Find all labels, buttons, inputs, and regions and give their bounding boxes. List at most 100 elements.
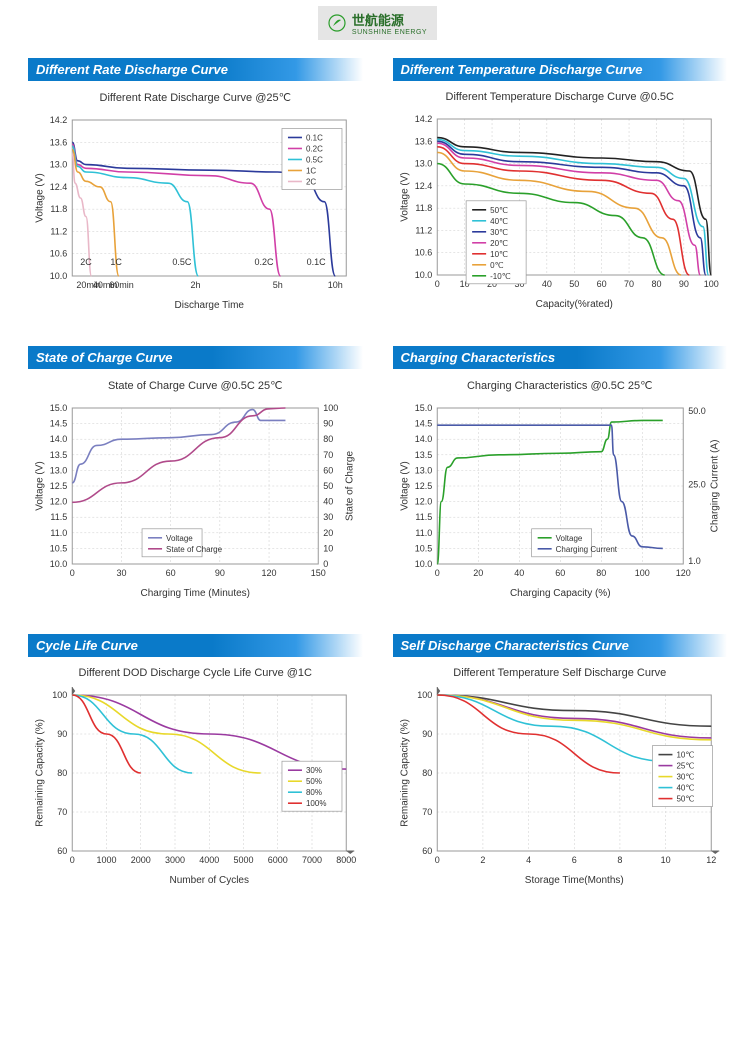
svg-text:12: 12	[706, 855, 716, 865]
svg-text:50%: 50%	[306, 777, 322, 786]
svg-text:0.1C: 0.1C	[307, 257, 327, 267]
panel-charging: Charging Characteristics Charging Charac…	[393, 346, 728, 610]
subtitle-4: Charging Characteristics @0.5C 25℃	[393, 379, 728, 392]
svg-text:1C: 1C	[306, 166, 316, 175]
svg-text:12.5: 12.5	[414, 481, 432, 491]
svg-text:11.0: 11.0	[50, 528, 67, 538]
svg-text:0: 0	[434, 279, 439, 289]
svg-text:100: 100	[634, 568, 649, 578]
svg-text:25℃: 25℃	[676, 762, 694, 771]
svg-text:10.6: 10.6	[414, 248, 432, 258]
svg-text:15.0: 15.0	[414, 403, 432, 413]
svg-text:-10℃: -10℃	[490, 272, 511, 281]
svg-text:50: 50	[569, 279, 579, 289]
svg-text:Voltage: Voltage	[555, 534, 582, 543]
svg-text:40: 40	[323, 497, 333, 507]
svg-text:70: 70	[57, 807, 67, 817]
svg-text:Charging Time (Minutes): Charging Time (Minutes)	[141, 588, 250, 599]
svg-text:40℃: 40℃	[676, 784, 694, 793]
svg-text:80: 80	[651, 279, 661, 289]
svg-text:13.5: 13.5	[414, 450, 432, 460]
svg-text:Voltage: Voltage	[166, 534, 193, 543]
svg-text:60: 60	[422, 846, 432, 856]
svg-text:50℃: 50℃	[676, 795, 694, 804]
svg-text:14.2: 14.2	[414, 114, 432, 124]
svg-text:80: 80	[422, 768, 432, 778]
svg-text:10: 10	[323, 543, 333, 553]
svg-text:150: 150	[311, 568, 326, 578]
svg-text:30: 30	[116, 568, 126, 578]
svg-text:60: 60	[596, 279, 606, 289]
svg-text:30℃: 30℃	[490, 228, 508, 237]
svg-text:80: 80	[323, 434, 333, 444]
svg-text:0: 0	[70, 855, 75, 865]
svg-text:1C: 1C	[110, 257, 122, 267]
svg-text:2h: 2h	[191, 280, 201, 290]
header-2: Different Temperature Discharge Curve	[393, 58, 728, 81]
svg-text:120: 120	[675, 568, 690, 578]
svg-text:11.0: 11.0	[415, 528, 432, 538]
svg-text:50.0: 50.0	[688, 406, 706, 416]
svg-text:10.5: 10.5	[50, 543, 68, 553]
chart-self-discharge: 6070809010002468101210℃25℃30℃40℃50℃Stora…	[393, 687, 728, 897]
svg-text:13.0: 13.0	[50, 465, 68, 475]
svg-text:0: 0	[434, 855, 439, 865]
svg-text:4000: 4000	[199, 855, 219, 865]
chart-soc: 10.010.511.011.512.012.513.013.514.014.5…	[28, 400, 363, 610]
svg-text:Voltage (V): Voltage (V)	[34, 173, 45, 222]
svg-text:10h: 10h	[328, 280, 343, 290]
svg-text:10.6: 10.6	[50, 249, 68, 259]
panel-self-discharge: Self Discharge Characteristics Curve Dif…	[393, 634, 728, 897]
svg-text:13.6: 13.6	[414, 136, 432, 146]
svg-text:10℃: 10℃	[676, 751, 694, 760]
svg-text:6000: 6000	[268, 855, 288, 865]
svg-text:90: 90	[57, 729, 67, 739]
svg-text:12.0: 12.0	[414, 497, 432, 507]
svg-text:30℃: 30℃	[676, 773, 694, 782]
svg-text:11.2: 11.2	[50, 226, 67, 236]
subtitle-3: State of Charge Curve @0.5C 25℃	[28, 379, 363, 392]
svg-text:10.0: 10.0	[50, 271, 68, 281]
svg-text:11.5: 11.5	[415, 512, 432, 522]
svg-text:30: 30	[323, 512, 333, 522]
svg-text:Number of Cycles: Number of Cycles	[170, 875, 249, 886]
svg-text:50: 50	[323, 481, 333, 491]
leaf-icon	[328, 14, 346, 32]
svg-text:7000: 7000	[302, 855, 322, 865]
svg-text:14.2: 14.2	[50, 115, 68, 125]
svg-text:11.8: 11.8	[50, 204, 67, 214]
svg-text:20: 20	[323, 528, 333, 538]
svg-text:14.5: 14.5	[50, 419, 68, 429]
svg-text:11.2: 11.2	[415, 225, 432, 235]
panel-soc: State of Charge Curve State of Charge Cu…	[28, 346, 363, 610]
svg-text:0.2C: 0.2C	[255, 257, 275, 267]
subtitle-2: Different Temperature Discharge Curve @0…	[393, 91, 728, 103]
svg-text:80: 80	[57, 768, 67, 778]
svg-text:11.8: 11.8	[415, 203, 432, 213]
svg-text:Storage Time(Months): Storage Time(Months)	[524, 875, 623, 886]
svg-text:10.0: 10.0	[414, 559, 432, 569]
svg-text:60min: 60min	[109, 280, 134, 290]
svg-text:1000: 1000	[96, 855, 116, 865]
svg-text:12.4: 12.4	[50, 182, 68, 192]
svg-text:10: 10	[660, 855, 670, 865]
svg-text:Discharge Time: Discharge Time	[175, 300, 245, 311]
svg-text:10.0: 10.0	[414, 270, 432, 280]
svg-text:100: 100	[52, 690, 67, 700]
svg-text:0℃: 0℃	[490, 261, 503, 270]
svg-text:14.5: 14.5	[414, 419, 432, 429]
svg-text:40: 40	[514, 568, 524, 578]
svg-text:Voltage (V): Voltage (V)	[34, 461, 45, 510]
panel-cycle-life: Cycle Life Curve Different DOD Discharge…	[28, 634, 363, 897]
svg-text:2C: 2C	[306, 177, 316, 186]
svg-text:2000: 2000	[131, 855, 151, 865]
svg-text:Voltage (V): Voltage (V)	[399, 461, 410, 510]
svg-text:13.0: 13.0	[414, 465, 432, 475]
svg-text:10.0: 10.0	[50, 559, 68, 569]
logo-cn: 世航能源	[352, 10, 427, 29]
logo-bar: 世航能源 SUNSHINE ENERGY	[0, 0, 755, 42]
svg-text:12.0: 12.0	[50, 497, 68, 507]
svg-text:0.1C: 0.1C	[306, 133, 323, 142]
svg-text:1.0: 1.0	[688, 556, 701, 566]
svg-text:5h: 5h	[273, 280, 283, 290]
